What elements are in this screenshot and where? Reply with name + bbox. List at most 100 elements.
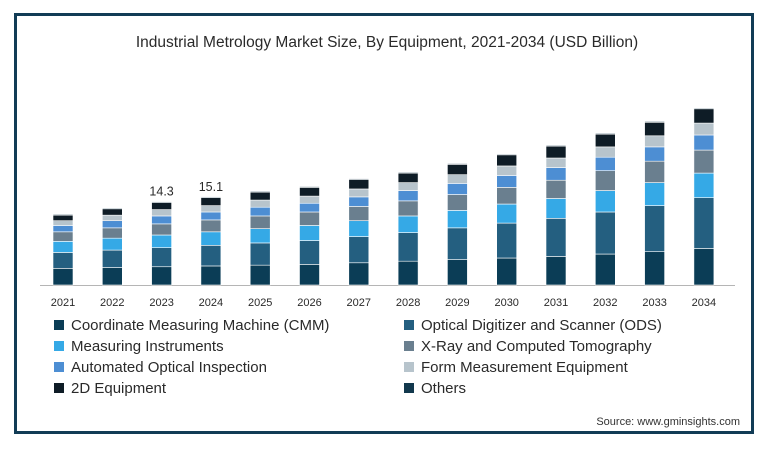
bar-segment (644, 160, 665, 183)
bar-segment (299, 225, 320, 241)
source-note: Source: www.gminsights.com (596, 416, 740, 428)
bar-segment (348, 262, 370, 286)
legend-label: Others (421, 379, 467, 397)
bar-segment (52, 241, 74, 253)
x-tick-label: 2034 (692, 297, 716, 309)
chart-frame (14, 13, 754, 434)
x-tick-label: 2027 (347, 297, 371, 309)
bar-segment (200, 196, 222, 198)
bar-segment (200, 197, 222, 206)
bar-segment (102, 267, 123, 286)
bar-segment (693, 134, 715, 151)
bar-segment (52, 214, 74, 222)
bar-segment (496, 203, 518, 224)
chart-legend: Coordinate Measuring Machine (CMM) Optic… (54, 316, 694, 397)
bar-segment (496, 187, 518, 205)
bar-segment (52, 231, 74, 242)
bar-segment (151, 215, 172, 225)
bar-segment (594, 133, 616, 135)
bar-segment (594, 146, 616, 158)
x-tick-label: 2029 (445, 297, 469, 309)
bar-segment (200, 219, 222, 233)
bar-segment (348, 220, 370, 237)
data-label: 14.3 (149, 185, 173, 199)
bar-segment (397, 182, 419, 191)
bar-segment (200, 205, 222, 213)
bar-segment (299, 264, 320, 286)
bar-segment (52, 225, 74, 233)
bar-segment (644, 146, 665, 162)
bar-segment (249, 191, 271, 201)
bar-segment (545, 198, 567, 219)
legend-item-measuring-instruments: Measuring Instruments (54, 337, 404, 355)
bar-segment (496, 165, 518, 176)
bar-segment (693, 108, 715, 124)
bar-segment (594, 133, 616, 148)
bar-segment (496, 153, 518, 156)
bar-segment (496, 154, 518, 167)
x-tick-label: 2028 (396, 297, 420, 309)
legend-label: 2D Equipment (71, 379, 167, 397)
legend-swatch (54, 383, 64, 393)
bar-segment (200, 231, 222, 246)
bar-segment (348, 188, 370, 198)
bar-segment (644, 205, 665, 252)
bar-segment (52, 268, 74, 286)
bar-segment (594, 156, 616, 172)
bar-segment (299, 187, 320, 197)
bar-segment (545, 256, 567, 286)
legend-item-form-measurement: Form Measurement Equipment (404, 359, 694, 376)
bar-segment (594, 211, 616, 255)
bar-segment (102, 208, 123, 216)
bar-segment (447, 164, 468, 175)
bar-segment (447, 259, 468, 286)
bar-segment (693, 197, 715, 249)
x-tick-label: 2024 (199, 297, 223, 309)
x-tick-label: 2033 (642, 297, 666, 309)
bar-segment (693, 122, 715, 136)
bar-segment (348, 236, 370, 264)
bar-segment (151, 223, 172, 236)
bar-segment (545, 145, 567, 159)
bar-segment (200, 245, 222, 267)
bar-segment (102, 237, 123, 251)
x-tick-label: 2022 (100, 297, 124, 309)
bar-segment (151, 234, 172, 248)
bar-segment (545, 167, 567, 181)
legend-item-cmm: Coordinate Measuring Machine (CMM) (54, 316, 404, 334)
bar-segment (102, 227, 123, 239)
bar-segment (102, 207, 123, 210)
legend-item-aoi: Automated Optical Inspection (54, 359, 404, 376)
bar-segment (693, 149, 715, 174)
bar-segment (397, 232, 419, 262)
bar-segment (644, 121, 665, 137)
bar-segment (249, 228, 271, 244)
bar-segment (545, 218, 567, 257)
bar-segment (397, 215, 419, 233)
bar-segment (644, 135, 665, 148)
x-tick-label: 2021 (51, 297, 75, 309)
bar-segment (594, 170, 616, 191)
bar-segment (397, 200, 419, 217)
legend-item-others: Others (404, 379, 694, 397)
legend-label: Measuring Instruments (71, 337, 224, 355)
bar-segment (348, 196, 370, 207)
bar-segment (52, 214, 74, 216)
bar-segment (348, 206, 370, 222)
x-tick-label: 2023 (149, 297, 173, 309)
legend-label: Coordinate Measuring Machine (CMM) (71, 316, 330, 334)
bar-segment (447, 183, 468, 195)
bar-segment (200, 265, 222, 286)
legend-item-2d-equipment: 2D Equipment (54, 379, 404, 397)
bar-segment (249, 199, 271, 208)
bar-segment (249, 242, 271, 266)
bar-segment (249, 264, 271, 286)
x-tick-label: 2026 (297, 297, 321, 309)
data-label: 15.1 (199, 180, 223, 194)
bar-segment (151, 201, 172, 203)
bar-segment (348, 178, 370, 180)
bar-segment (397, 260, 419, 286)
bar-segment (693, 107, 715, 110)
bar-segment (447, 227, 468, 260)
